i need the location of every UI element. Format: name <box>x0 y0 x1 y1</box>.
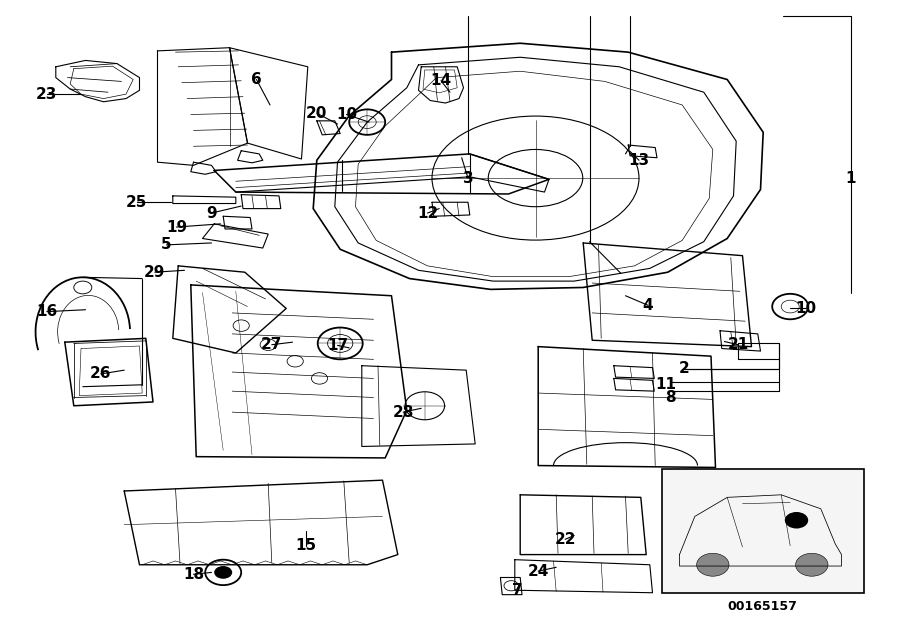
Text: 13: 13 <box>628 153 650 168</box>
Text: 00165157: 00165157 <box>728 600 797 613</box>
Text: 10: 10 <box>336 107 357 122</box>
Circle shape <box>697 553 729 576</box>
Text: 26: 26 <box>90 366 112 382</box>
Text: 12: 12 <box>417 205 438 221</box>
Text: 20: 20 <box>306 106 328 121</box>
Text: 21: 21 <box>727 337 749 352</box>
Text: 25: 25 <box>126 195 148 210</box>
Text: 24: 24 <box>527 563 549 579</box>
Text: 2: 2 <box>679 361 689 377</box>
Text: 17: 17 <box>327 338 348 353</box>
Text: 7: 7 <box>512 583 523 598</box>
Bar <box>662 469 864 593</box>
Text: 18: 18 <box>183 567 204 582</box>
Text: 3: 3 <box>463 170 473 186</box>
Text: 1: 1 <box>845 170 856 186</box>
Text: 10: 10 <box>795 301 816 316</box>
Text: 14: 14 <box>430 73 452 88</box>
Text: 15: 15 <box>295 538 317 553</box>
Text: 22: 22 <box>554 532 576 547</box>
Circle shape <box>214 566 232 579</box>
Text: 8: 8 <box>665 390 676 405</box>
Text: 29: 29 <box>144 265 166 280</box>
Text: 23: 23 <box>36 86 58 102</box>
Text: 19: 19 <box>166 219 187 235</box>
Circle shape <box>785 512 808 529</box>
Text: 4: 4 <box>643 298 653 313</box>
Text: 9: 9 <box>206 205 217 221</box>
Text: 16: 16 <box>36 304 58 319</box>
Text: 28: 28 <box>392 404 414 420</box>
Text: 11: 11 <box>655 377 677 392</box>
Circle shape <box>796 553 828 576</box>
Text: 27: 27 <box>261 337 283 352</box>
Text: 5: 5 <box>161 237 172 252</box>
Text: 6: 6 <box>251 72 262 87</box>
